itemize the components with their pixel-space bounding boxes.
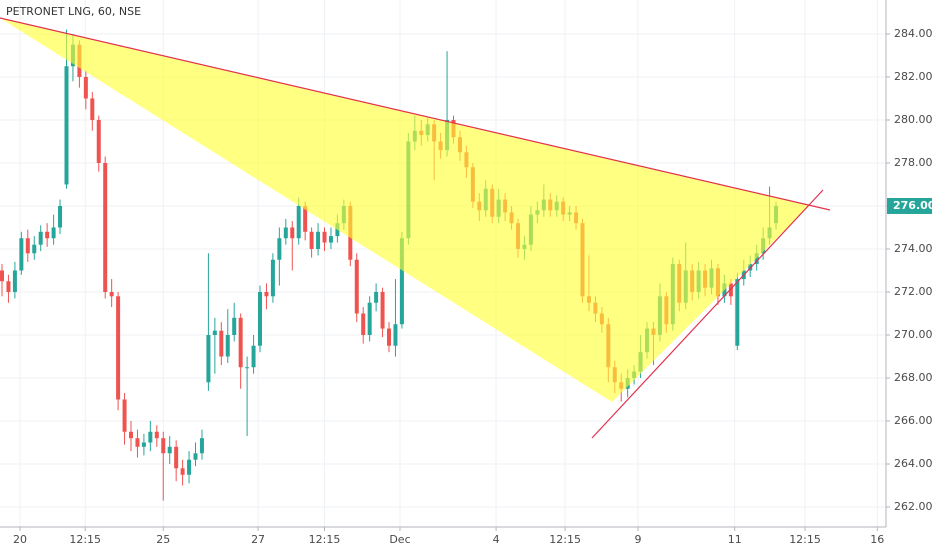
- candle-body: [51, 227, 56, 239]
- x-tick-label: 12:15: [69, 533, 101, 546]
- y-tick-label: 272.00: [894, 285, 932, 298]
- candle-body: [258, 291, 263, 346]
- candle-body: [316, 231, 321, 249]
- candle-body: [354, 259, 359, 314]
- current-price-badge: [887, 197, 932, 214]
- candle-body: [387, 328, 392, 346]
- candle-body: [399, 238, 404, 325]
- y-tick-label: 262.00: [894, 500, 932, 513]
- candle-body: [367, 302, 372, 335]
- candle-body: [232, 317, 237, 335]
- candle-body: [303, 205, 308, 232]
- candle-body: [6, 281, 11, 292]
- x-tick-label: 11: [728, 533, 742, 546]
- candle-body: [19, 238, 24, 271]
- candle-body: [728, 283, 733, 297]
- candle-body: [90, 98, 95, 120]
- candle-body: [32, 244, 37, 254]
- candle-body: [251, 345, 256, 368]
- y-tick-label: 274.00: [894, 242, 932, 255]
- candle-body: [206, 334, 211, 383]
- y-tick-label: 268.00: [894, 371, 932, 384]
- candle-body: [161, 438, 166, 454]
- candle-body: [380, 291, 385, 329]
- x-tick-label: 12:15: [549, 533, 581, 546]
- x-tick-label: 12:15: [309, 533, 341, 546]
- candle-body: [238, 317, 243, 368]
- y-tick-label: 278.00: [894, 156, 932, 169]
- candle-body: [116, 296, 121, 400]
- candle-body: [361, 313, 366, 335]
- y-tick-label: 266.00: [894, 414, 932, 427]
- candle-body: [45, 231, 50, 239]
- candle-body: [277, 238, 282, 260]
- candle-body: [64, 66, 69, 185]
- candle-body: [283, 227, 288, 239]
- x-tick-label: Dec: [389, 533, 410, 546]
- y-tick-label: 284.00: [894, 27, 932, 40]
- candle-body: [122, 399, 127, 432]
- y-tick-label: 282.00: [894, 70, 932, 83]
- candle-body: [167, 446, 172, 454]
- axes: 262.00 264.00 266.00 268.00 270.00 272.00 274.…: [13, 27, 932, 546]
- candle-body: [245, 367, 250, 369]
- candle-body: [187, 459, 192, 475]
- candle-body: [328, 236, 333, 243]
- candle-body: [212, 330, 217, 335]
- x-tick-label: 20: [13, 533, 27, 546]
- candle-body: [193, 453, 198, 460]
- candle-body: [264, 291, 269, 297]
- candle-body: [141, 442, 146, 447]
- y-tick-label: 264.00: [894, 457, 932, 470]
- candle-body: [219, 330, 224, 357]
- candle-body: [96, 119, 101, 163]
- candle-body: [296, 205, 301, 239]
- candle-body: [754, 253, 759, 265]
- upper-trendline: [0, 17, 831, 211]
- candle-body: [309, 231, 314, 249]
- candle-body: [225, 334, 230, 357]
- current-price-label: 276.00: [893, 199, 932, 212]
- x-tick-label: 12:15: [789, 533, 821, 546]
- candle-body: [25, 238, 30, 254]
- triangle-drawing: [0, 18, 810, 402]
- y-tick-label: 270.00: [894, 328, 932, 341]
- candle-body: [290, 227, 295, 239]
- candle-body: [174, 446, 179, 469]
- lower-trendline: [591, 189, 824, 439]
- candle-body: [109, 291, 114, 297]
- candle-body: [148, 431, 153, 443]
- candle-body: [199, 438, 204, 454]
- candle-body: [129, 431, 134, 439]
- candle-body: [38, 231, 43, 245]
- x-tick-label: 27: [251, 533, 265, 546]
- candle-body: [270, 259, 275, 297]
- candle-body: [103, 162, 108, 292]
- x-tick-label: 9: [634, 533, 641, 546]
- candle-body: [0, 270, 4, 282]
- candle-body: [322, 231, 327, 243]
- candle-body: [58, 205, 63, 228]
- candle-body: [735, 279, 740, 346]
- y-tick-label: 280.00: [894, 113, 932, 126]
- x-tick-label: 4: [493, 533, 500, 546]
- chart-title: PETRONET LNG, 60, NSE: [6, 5, 141, 18]
- candle-body: [135, 438, 140, 447]
- candle-body: [180, 468, 185, 475]
- candle-body: [12, 270, 17, 292]
- candle-body: [374, 291, 379, 303]
- x-tick-label: 25: [156, 533, 170, 546]
- candle-body: [154, 431, 159, 439]
- candle-body: [83, 76, 88, 99]
- candle-body: [393, 324, 398, 346]
- x-tick-label: 16: [870, 533, 884, 546]
